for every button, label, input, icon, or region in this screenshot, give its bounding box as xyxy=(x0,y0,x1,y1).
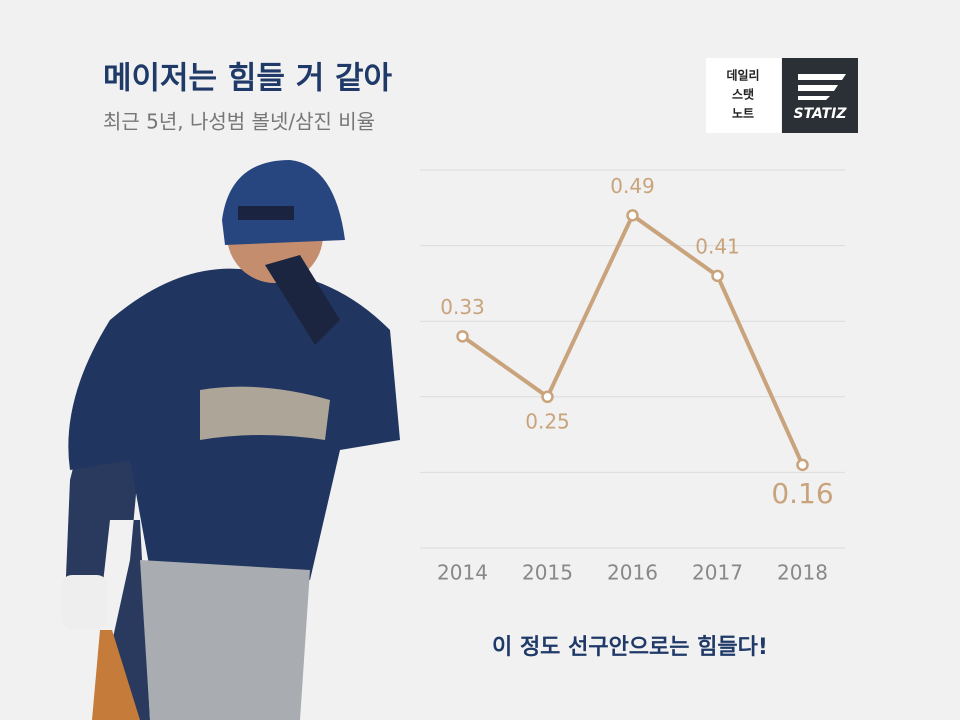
x-tick-label: 2016 xyxy=(607,561,658,585)
data-point xyxy=(456,330,469,343)
data-point xyxy=(541,390,554,404)
player-illustration xyxy=(62,160,400,720)
data-label: 0.16 xyxy=(771,477,833,510)
subtitle: 최근 5년, 나성범 볼넷/삼진 비율 xyxy=(103,110,375,134)
brand-text: STATIZ xyxy=(794,106,848,122)
data-label: 0.25 xyxy=(525,409,570,433)
logo-text: 스탯 xyxy=(732,87,754,102)
logo-text: 데일리 xyxy=(726,68,759,83)
x-tick-label: 2018 xyxy=(777,561,828,585)
x-tick-label: 2014 xyxy=(437,561,488,585)
logo-text: 노트 xyxy=(732,107,754,121)
title: 메이저는 힘들 거 같아 xyxy=(103,61,393,97)
caption: 이 정도 선구안으로는 힘들다! xyxy=(492,635,768,660)
data-point xyxy=(626,209,639,222)
data-point xyxy=(796,458,809,472)
brand-box xyxy=(782,58,858,133)
data-line xyxy=(461,212,805,466)
data-label: 0.49 xyxy=(610,174,655,198)
brand-icon xyxy=(798,74,846,100)
logo-box xyxy=(706,58,781,133)
x-tick-label: 2017 xyxy=(692,561,743,585)
data-label: 0.41 xyxy=(695,234,740,258)
data-point xyxy=(711,269,724,283)
data-label: 0.33 xyxy=(440,295,485,319)
x-tick-label: 2015 xyxy=(522,561,573,585)
